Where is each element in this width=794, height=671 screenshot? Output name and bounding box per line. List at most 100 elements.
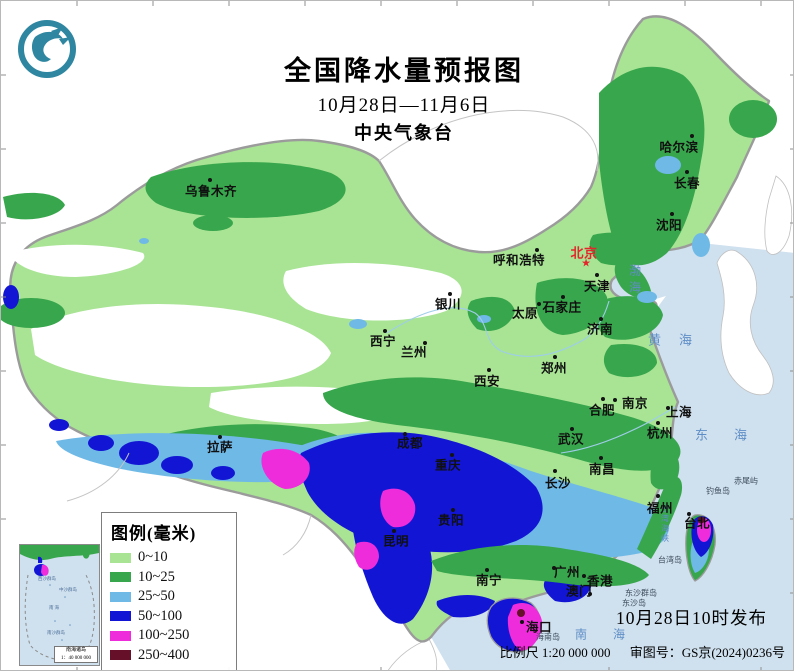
capital-star-icon: ★ xyxy=(581,257,591,270)
city-label: 石家庄 xyxy=(542,300,582,315)
city-label: 香港 xyxy=(586,574,614,589)
page-title: 全国降水量预报图 xyxy=(284,56,524,86)
city-dot-icon xyxy=(670,212,674,216)
city-dot-icon xyxy=(687,512,691,516)
city-dot-icon xyxy=(218,435,222,439)
city-dot-icon xyxy=(423,341,427,345)
island-label: 东沙岛 xyxy=(622,598,646,608)
issue-time: 10月28日10时发布 xyxy=(616,608,767,628)
legend-swatch xyxy=(110,611,131,622)
city-label: 南京 xyxy=(621,396,649,411)
legend-item: 100~250 xyxy=(110,626,228,646)
legend-item-label: 50~100 xyxy=(138,607,183,624)
city-dot-icon xyxy=(392,529,396,533)
date-range: 10月28日—11月6日 xyxy=(317,95,491,116)
city-label: 济南 xyxy=(586,322,614,337)
legend-item-label: 25~50 xyxy=(138,588,175,605)
legend-item-label: 250~400 xyxy=(138,646,190,663)
city-dot-icon xyxy=(656,494,660,498)
city-label: 上海 xyxy=(665,405,693,420)
city-label: 郑州 xyxy=(540,361,568,376)
legend-item: 25~50 xyxy=(110,587,228,607)
island-label: 钓鱼岛 xyxy=(706,486,730,496)
precip-10-25-north xyxy=(1,66,777,458)
city-label: 哈尔滨 xyxy=(659,140,699,155)
sea-label: 东海 xyxy=(694,427,774,443)
city-label: 台北 xyxy=(683,516,711,531)
city-dot-icon xyxy=(451,508,455,512)
inset-caption-title: 南海诸岛 xyxy=(65,648,86,653)
city-dot-icon xyxy=(595,273,599,277)
inset-island-label: 西沙群岛 xyxy=(38,576,56,581)
city-label: 海口 xyxy=(525,620,553,635)
footer-meta: 比例尺 1:20 000 000 审图号：GS京(2024)0236号 xyxy=(484,642,785,661)
city-dot-icon xyxy=(656,421,660,425)
hainan-island xyxy=(486,597,543,653)
city-dot-icon xyxy=(450,453,454,457)
south-china-sea-inset: 西沙群岛中沙群岛南 海南沙群岛 南海诸岛 1：40 000 000 xyxy=(19,544,100,666)
city-label: 杭州 xyxy=(646,426,674,441)
legend-swatch xyxy=(110,650,131,661)
legend-swatch xyxy=(110,630,131,641)
city-dot-icon xyxy=(208,178,212,182)
city-label: 澳门 xyxy=(565,584,593,599)
city-label: 武汉 xyxy=(557,432,585,447)
legend-item-label: 10~25 xyxy=(138,568,175,585)
city-label: 长沙 xyxy=(544,476,572,491)
inset-island-label: 中沙群岛 xyxy=(59,587,77,592)
legend-title: 图例(毫米) xyxy=(111,524,197,543)
legend-item: 250~400 xyxy=(110,646,228,666)
city-dot-icon xyxy=(601,397,605,401)
city-dot-icon xyxy=(553,469,557,473)
city-label: 昆明 xyxy=(382,534,410,549)
island-label: 台湾岛 xyxy=(658,555,682,565)
city-dot-icon xyxy=(570,427,574,431)
legend-item-label: 100~250 xyxy=(138,627,190,644)
city-dot-icon xyxy=(553,355,557,359)
legend-item: 10~25 xyxy=(110,568,228,588)
inset-caption-scale: 1：40 000 000 xyxy=(60,655,91,661)
city-label: 西宁 xyxy=(369,334,397,349)
city-dot-icon xyxy=(599,456,603,460)
precip-none-patches xyxy=(9,244,462,425)
city-label: 长春 xyxy=(673,176,701,191)
city-dot-icon xyxy=(485,568,489,572)
island-label: 东沙群岛 xyxy=(625,588,657,598)
sea-label: 南海 xyxy=(574,627,652,642)
legend-items: 0~10 10~25 25~50 50~100 100~250 250~400 xyxy=(110,548,228,665)
legend-swatch xyxy=(110,591,131,602)
approval-number: 审图号：GS京(2024)0236号 xyxy=(629,645,785,660)
city-dot-icon xyxy=(685,170,689,174)
inset-island-label: 南 海 xyxy=(48,605,60,610)
city-dot-icon xyxy=(537,302,541,306)
precip-10-25-south xyxy=(323,377,683,587)
city-label: 合肥 xyxy=(588,403,616,418)
legend-swatch xyxy=(110,572,131,583)
city-dot-icon xyxy=(690,134,694,138)
city-label: 重庆 xyxy=(434,458,462,473)
city-dot-icon xyxy=(403,432,407,436)
city-label: 银川 xyxy=(434,297,462,312)
city-label: 乌鲁木齐 xyxy=(184,184,238,199)
island-label: 赤尾屿 xyxy=(734,476,758,486)
city-dot-icon xyxy=(487,368,491,372)
city-dot-icon xyxy=(448,292,452,296)
city-dot-icon xyxy=(552,566,556,570)
city-dot-icon xyxy=(383,329,387,333)
city-dot-icon xyxy=(599,317,603,321)
city-dot-icon xyxy=(613,398,617,402)
city-label: 北京 xyxy=(570,245,598,261)
city-dot-icon xyxy=(520,620,524,624)
city-dot-icon xyxy=(588,592,592,596)
inset-island-label: 南沙群岛 xyxy=(47,630,65,635)
city-label: 贵阳 xyxy=(437,513,465,528)
city-label: 西安 xyxy=(473,374,501,389)
legend-item-label: 0~10 xyxy=(138,549,168,566)
island-label: 海南岛 xyxy=(536,632,560,642)
city-dot-icon xyxy=(582,574,586,578)
legend-swatch xyxy=(110,552,131,563)
city-label: 呼和浩特 xyxy=(492,253,546,268)
